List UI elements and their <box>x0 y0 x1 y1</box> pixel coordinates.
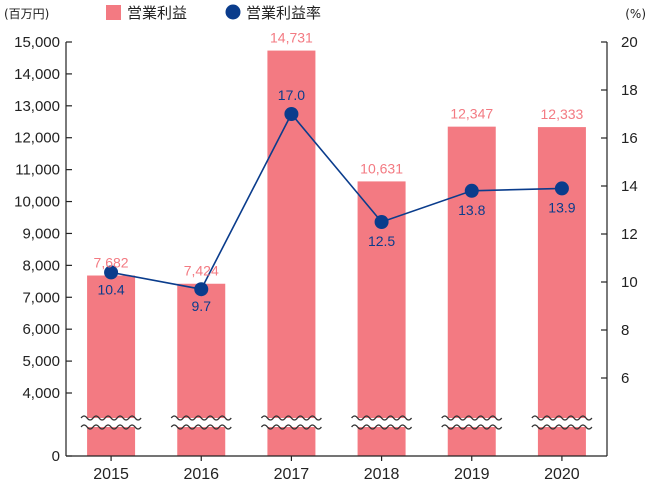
axis-break-wave <box>260 424 322 430</box>
legend: 営業利益 営業利益率 <box>106 4 321 22</box>
right-tick-label: 12 <box>621 226 638 243</box>
rate-value-label: 9.7 <box>192 298 212 314</box>
axis-breaks <box>80 415 593 430</box>
left-tick-label: 15,000 <box>14 34 60 51</box>
x-tick-label: 2018 <box>364 466 400 483</box>
legend-line-label: 営業利益率 <box>246 4 321 22</box>
rate-value-label: 17.0 <box>278 87 305 103</box>
rate-marker <box>284 107 299 121</box>
axis-break-gap <box>81 418 142 427</box>
x-tick-label: 2016 <box>183 466 219 483</box>
left-tick-label: 10,000 <box>14 194 60 211</box>
rate-value-label: 12.5 <box>368 233 395 249</box>
axis-break-gap <box>261 418 322 427</box>
axis-break-wave <box>351 415 413 421</box>
axis-break-wave <box>260 415 322 421</box>
left-tick-label: 7,000 <box>22 289 60 306</box>
right-tick-label: 14 <box>621 178 638 195</box>
right-tick-label: 18 <box>621 82 638 99</box>
right-tick-label: 16 <box>621 130 638 147</box>
axes: 0 4,000 5,000 6,000 7,000 8,000 9,000 10,000 11,… <box>14 34 638 483</box>
rate-marker <box>194 282 209 297</box>
left-tick-label: 13,000 <box>14 98 60 115</box>
rate-value-label: 13.8 <box>458 202 485 218</box>
left-tick-label: 14,000 <box>14 66 60 83</box>
axis-break-wave <box>170 415 232 421</box>
bar-value-label: 14,731 <box>270 30 313 46</box>
left-tick-label: 9,000 <box>22 225 60 242</box>
rate-line <box>110 112 562 291</box>
bar-value-label: 7,682 <box>94 255 129 271</box>
rate-value-label: 13.9 <box>548 199 575 215</box>
left-tick-label: 5,000 <box>22 353 60 370</box>
axis-break-gap <box>441 418 502 427</box>
axis-break-wave <box>441 424 503 430</box>
left-tick-label: 12,000 <box>14 130 60 147</box>
rate-marker <box>554 181 569 196</box>
axis-break-gap <box>171 418 232 427</box>
right-axis-unit: (%) <box>625 7 646 21</box>
bar-value-label: 12,347 <box>450 106 493 122</box>
right-tick-label: 6 <box>621 370 629 387</box>
axis-break-wave <box>351 424 413 430</box>
right-tick-label: 20 <box>621 34 638 51</box>
rate-marker <box>104 265 119 280</box>
bar-value-label: 10,631 <box>360 160 403 176</box>
axis-break-wave <box>80 424 142 430</box>
legend-line-swatch <box>225 4 241 20</box>
left-tick-label: 4,000 <box>22 385 60 402</box>
bar-series <box>87 50 586 456</box>
bar <box>447 126 496 456</box>
axis-break-gap <box>351 418 412 427</box>
x-tick-label: 2015 <box>93 466 129 483</box>
left-axis-unit: (百万円) <box>4 7 49 21</box>
left-tick-label: 0 <box>52 448 60 465</box>
left-tick-label: 8,000 <box>22 257 60 274</box>
left-tick-label: 6,000 <box>22 321 60 338</box>
x-tick-label: 2017 <box>274 466 310 483</box>
x-tick-label: 2020 <box>544 466 580 483</box>
left-tick-label: 11,000 <box>15 162 60 179</box>
right-tick-label: 10 <box>621 274 638 291</box>
bar-value-label: 7,424 <box>184 263 219 279</box>
legend-bar-swatch <box>106 5 121 20</box>
axis-break-wave <box>170 424 232 430</box>
legend-bar-label: 営業利益 <box>127 4 187 22</box>
axis-break-wave <box>531 424 593 430</box>
rate-line-series <box>104 107 569 297</box>
rate-value-label: 10.4 <box>97 281 124 297</box>
rate-marker <box>464 183 479 198</box>
bar-value-label: 12,333 <box>541 106 584 122</box>
right-tick-label: 8 <box>621 322 629 339</box>
x-tick-label: 2019 <box>454 466 490 483</box>
data-labels: 7,682 7,424 14,731 10,631 12,347 12,333 10.4 9.… <box>94 30 584 315</box>
axis-break-gap <box>531 418 592 427</box>
bar <box>537 127 586 456</box>
axis-break-wave <box>531 415 593 421</box>
axis-break-wave <box>441 415 503 421</box>
axis-break-wave <box>80 415 142 421</box>
rate-marker <box>374 215 389 229</box>
